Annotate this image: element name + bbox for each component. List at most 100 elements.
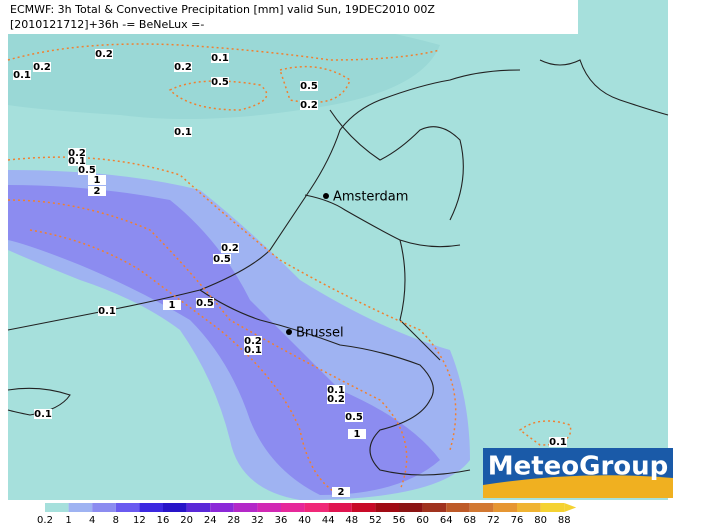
contour-label-bg bbox=[244, 345, 262, 355]
contour-label-bg bbox=[33, 62, 51, 72]
contour-label-bg bbox=[88, 186, 106, 196]
contour-label: 0.2 bbox=[327, 394, 345, 405]
contour-label-bg bbox=[95, 49, 113, 59]
contour-label-bg bbox=[327, 385, 345, 395]
colorbar-label: 48 bbox=[345, 515, 358, 526]
contour-label-bg bbox=[34, 409, 52, 419]
contour-label-bg bbox=[244, 336, 262, 346]
colorbar-segment bbox=[517, 503, 541, 512]
colorbar-segment bbox=[422, 503, 447, 512]
colorbar-segment bbox=[446, 503, 470, 512]
colorbar-segment bbox=[540, 503, 565, 512]
colorbar-segment bbox=[45, 503, 69, 512]
contour-label-bg bbox=[196, 298, 214, 308]
contour-label: 0.1 bbox=[34, 409, 52, 420]
colorbar-segment bbox=[139, 503, 163, 512]
contour-label: 0.2 bbox=[68, 148, 86, 159]
colorbar-label: 60 bbox=[416, 515, 429, 526]
contour-label: 0.2 bbox=[33, 62, 51, 73]
header-box bbox=[8, 0, 578, 34]
contour-label: 0.1 bbox=[174, 127, 192, 138]
city-label: Brussel bbox=[296, 326, 344, 341]
contour-label: 1 bbox=[94, 175, 101, 186]
colorbar-label: 44 bbox=[322, 515, 335, 526]
contour-label: 0.1 bbox=[211, 53, 229, 64]
contour-label-bg bbox=[549, 437, 567, 447]
contours bbox=[7, 43, 572, 496]
city-dot bbox=[286, 329, 292, 335]
colorbar-label: 64 bbox=[440, 515, 453, 526]
logo-swoosh bbox=[483, 475, 673, 498]
contour-label-bg bbox=[213, 254, 231, 264]
colorbar-label: 52 bbox=[369, 515, 382, 526]
header-line: [2010121712]+36h -= BeNeLux =- bbox=[10, 18, 204, 31]
contour-label: 0.2 bbox=[174, 62, 192, 73]
contour-label-bg bbox=[345, 412, 363, 422]
contour-label: 0.5 bbox=[300, 81, 318, 92]
contour-label-bg bbox=[68, 148, 86, 158]
contour-label-bg bbox=[300, 100, 318, 110]
colorbar-label: 24 bbox=[204, 515, 217, 526]
colorbar-label: 28 bbox=[227, 515, 240, 526]
contour-label: 2 bbox=[338, 487, 345, 498]
contour-label-bg bbox=[88, 175, 106, 185]
colorbar-label: 4 bbox=[89, 515, 95, 526]
contour-label-bg bbox=[174, 62, 192, 72]
colorbar-label: 56 bbox=[393, 515, 406, 526]
colorbar-segment bbox=[210, 503, 234, 512]
colorbar-label: 16 bbox=[157, 515, 170, 526]
contour-label-bg bbox=[211, 53, 229, 63]
colorbar-segment bbox=[233, 503, 258, 512]
colorbar-segment bbox=[399, 503, 423, 512]
contour-label: 0.2 bbox=[221, 243, 239, 254]
contour-label: 0.5 bbox=[78, 165, 96, 176]
colorbar-label: 20 bbox=[180, 515, 193, 526]
contour-label: 2 bbox=[94, 186, 101, 197]
coastlines bbox=[7, 59, 669, 476]
contour-label: 1 bbox=[354, 429, 361, 440]
colorbar-segment bbox=[186, 503, 211, 512]
contour-label: 0.5 bbox=[345, 412, 363, 423]
contour-label: 0.5 bbox=[213, 254, 231, 265]
contour-label: 0.2 bbox=[244, 336, 262, 347]
colorbar-label: 12 bbox=[133, 515, 146, 526]
contour-label-bg bbox=[221, 243, 239, 253]
colorbar-segment bbox=[163, 503, 187, 512]
contour-label-bg bbox=[211, 77, 229, 87]
city-label: Amsterdam bbox=[333, 190, 408, 205]
contour-label-bg bbox=[78, 165, 96, 175]
contour-label-bg bbox=[174, 127, 192, 137]
colorbar-label: 36 bbox=[275, 515, 288, 526]
colorbar-segment bbox=[68, 503, 93, 512]
contour-label-bg bbox=[13, 70, 31, 80]
colorbar-segment bbox=[257, 503, 281, 512]
contour-label-bg bbox=[332, 487, 350, 497]
contour-label: 0.1 bbox=[98, 306, 116, 317]
colorbar-segment bbox=[351, 503, 376, 512]
colorbar-label: 0.2 bbox=[37, 515, 53, 526]
contour-label-bg bbox=[98, 306, 116, 316]
colorbar-label: 72 bbox=[487, 515, 500, 526]
colorbar-segment bbox=[469, 503, 494, 512]
header-line: ECMWF: 3h Total & Convective Precipitati… bbox=[10, 3, 435, 16]
contour-label: 0.5 bbox=[196, 298, 214, 309]
contour-label: 0.1 bbox=[549, 437, 567, 448]
colorbar-label: 8 bbox=[113, 515, 119, 526]
colorbar-label: 80 bbox=[534, 515, 547, 526]
contour-label: 0.1 bbox=[68, 156, 86, 167]
contour-label: 0.2 bbox=[95, 49, 113, 60]
city-dot bbox=[323, 193, 329, 199]
contour-label: 0.1 bbox=[244, 345, 262, 356]
contour-label: 0.2 bbox=[300, 100, 318, 111]
contour-label: 0.1 bbox=[13, 70, 31, 81]
colorbar-label: 88 bbox=[558, 515, 571, 526]
contour-label-bg bbox=[300, 81, 318, 91]
contour-labels: 0.20.20.10.10.20.5 0.50.20.10.20.10.5120.… bbox=[13, 49, 567, 498]
contour-label: 0.1 bbox=[327, 385, 345, 396]
colorbar-segment bbox=[115, 503, 140, 512]
colorbar-label: 32 bbox=[251, 515, 264, 526]
contour-label: 0.5 bbox=[211, 77, 229, 88]
colorbar-label: 68 bbox=[463, 515, 476, 526]
colorbar-segment bbox=[375, 503, 399, 512]
